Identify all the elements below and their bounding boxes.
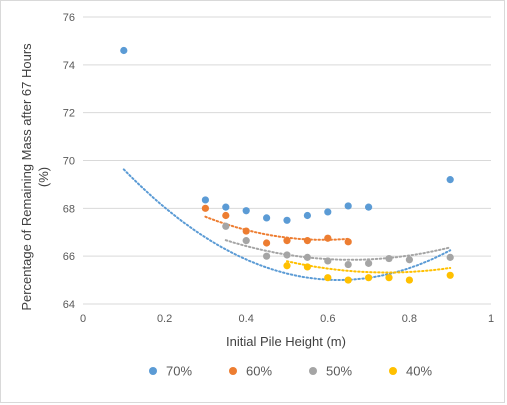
legend-item-series-4: 40% xyxy=(389,364,432,379)
data-point-series-3 xyxy=(283,251,291,259)
y-axis-label-line-1: Percentage of Remaining Mass after 67 Ho… xyxy=(19,43,34,311)
data-point-series-2 xyxy=(283,237,291,245)
trendlines xyxy=(122,168,452,281)
data-points xyxy=(120,46,454,284)
y-axis-label: Percentage of Remaining Mass after 67 Ho… xyxy=(19,43,51,311)
data-point-series-1 xyxy=(263,214,271,222)
data-point-series-1 xyxy=(222,203,230,211)
y-tick-label: 66 xyxy=(63,251,75,263)
legend-label: 70% xyxy=(166,364,192,379)
data-point-series-4 xyxy=(283,262,291,270)
data-point-series-1 xyxy=(303,211,311,220)
data-point-series-2 xyxy=(201,204,209,212)
data-point-series-3 xyxy=(385,254,393,263)
y-tick-label: 70 xyxy=(63,156,75,168)
legend-label: 50% xyxy=(326,364,352,379)
legend-marker xyxy=(309,367,317,375)
data-point-series-4 xyxy=(344,276,352,284)
data-point-series-2 xyxy=(324,234,332,242)
y-tick-label: 64 xyxy=(63,299,75,311)
data-point-series-2 xyxy=(303,237,311,245)
data-point-series-4 xyxy=(405,276,413,284)
legend-label: 60% xyxy=(246,364,272,379)
data-point-series-1 xyxy=(242,207,250,215)
y-tick-label: 74 xyxy=(63,60,75,72)
data-point-series-1 xyxy=(324,208,332,216)
gridlines xyxy=(83,16,491,305)
data-point-series-3 xyxy=(324,257,332,265)
x-tick-label: 1 xyxy=(488,313,494,325)
x-axis-ticks: 0 0.2 0.4 0.6 0.8 1 xyxy=(80,313,494,325)
data-point-series-2 xyxy=(242,227,250,235)
data-point-series-1 xyxy=(365,203,373,211)
data-point-series-2 xyxy=(222,211,230,220)
legend-label: 40% xyxy=(406,364,432,379)
legend-marker xyxy=(389,367,397,375)
data-point-series-3 xyxy=(344,260,352,269)
legend: 70% 60% 50% 40% xyxy=(149,364,432,379)
trendline-series-3 xyxy=(224,239,452,261)
data-point-series-3 xyxy=(263,252,271,260)
data-point-series-2 xyxy=(344,238,352,246)
legend-marker xyxy=(149,367,157,375)
x-tick-label: 0.8 xyxy=(402,313,417,325)
x-tick-label: 0.6 xyxy=(320,313,335,325)
trendline-series-4 xyxy=(286,260,452,274)
legend-item-series-2: 60% xyxy=(229,364,272,379)
data-point-series-1 xyxy=(120,46,128,55)
x-tick-label: 0 xyxy=(80,313,86,325)
data-point-series-3 xyxy=(303,253,311,261)
data-point-series-4 xyxy=(303,263,311,271)
y-tick-label: 68 xyxy=(63,203,75,215)
y-tick-label: 76 xyxy=(63,12,75,24)
data-point-series-4 xyxy=(365,274,373,282)
data-point-series-1 xyxy=(446,176,454,184)
data-point-series-3 xyxy=(222,222,230,230)
x-tick-label: 0.4 xyxy=(239,313,254,325)
y-axis-ticks: 64 66 68 70 72 74 76 xyxy=(63,12,75,311)
data-point-series-1 xyxy=(201,196,209,204)
x-axis-label: Initial Pile Height (m) xyxy=(226,334,346,349)
legend-item-series-3: 50% xyxy=(309,364,352,379)
data-point-series-3 xyxy=(405,256,413,264)
y-tick-label: 72 xyxy=(63,108,75,120)
data-point-series-1 xyxy=(344,202,352,210)
y-axis-label-line-2: (%) xyxy=(36,167,51,187)
data-point-series-4 xyxy=(324,274,332,282)
legend-item-series-1: 70% xyxy=(149,364,192,379)
data-point-series-4 xyxy=(446,271,454,279)
data-point-series-2 xyxy=(263,239,271,247)
data-point-series-3 xyxy=(365,259,373,267)
data-point-series-3 xyxy=(446,253,454,261)
x-tick-label: 0.2 xyxy=(157,313,172,325)
data-point-series-3 xyxy=(242,237,250,245)
legend-marker xyxy=(229,367,237,375)
data-point-series-1 xyxy=(283,216,291,224)
data-point-series-4 xyxy=(385,274,393,282)
